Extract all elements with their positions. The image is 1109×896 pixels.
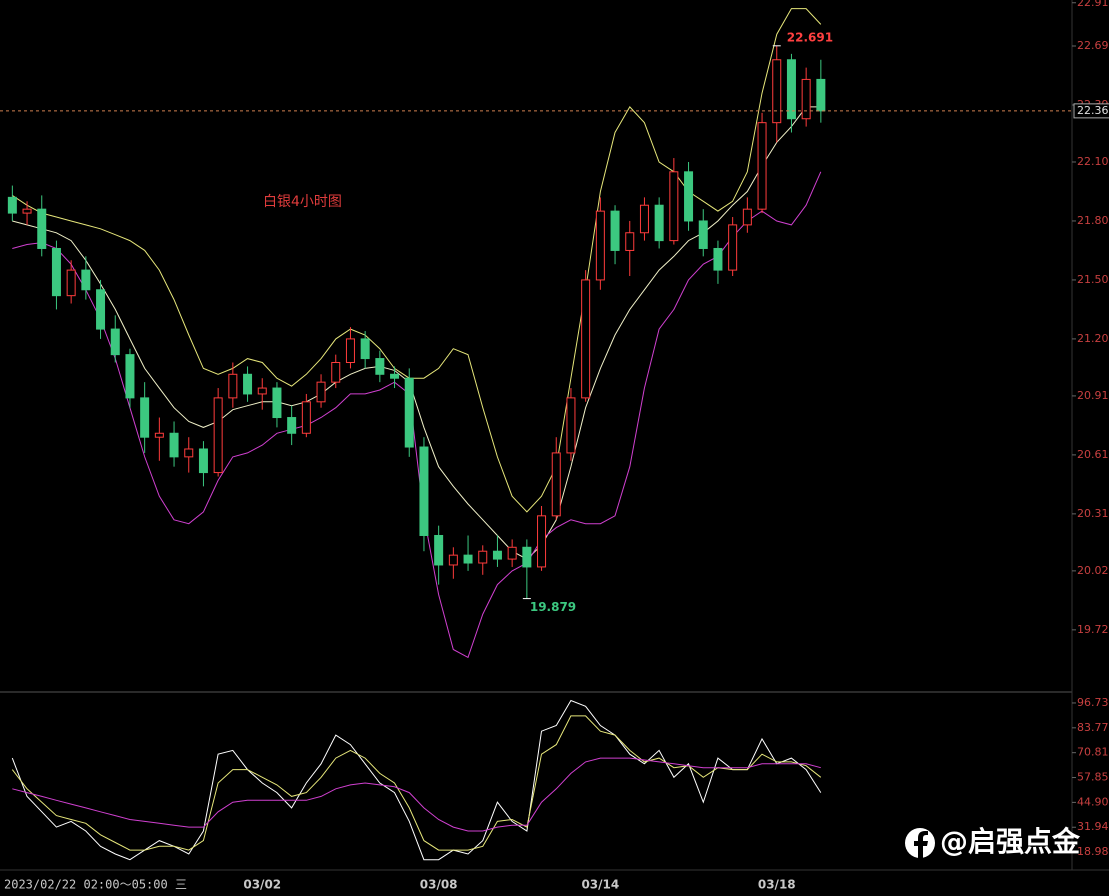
candle-body bbox=[728, 224, 738, 271]
candle-body bbox=[742, 208, 752, 226]
y-tick-label: 21.20 bbox=[1077, 332, 1109, 345]
candle-body bbox=[360, 338, 370, 360]
candle-body bbox=[537, 515, 547, 568]
candle-body bbox=[228, 373, 238, 399]
y-tick-label: 22.91 bbox=[1077, 0, 1109, 9]
chart-title: 白银4小时图 bbox=[263, 194, 342, 210]
candle-body bbox=[345, 338, 355, 363]
candle-body bbox=[154, 432, 164, 438]
candle-body bbox=[713, 247, 723, 271]
indicator-line bbox=[12, 171, 822, 659]
last-price-box bbox=[1073, 103, 1109, 119]
y-tick-label: 31.94 bbox=[1077, 820, 1109, 833]
candle-body bbox=[51, 247, 61, 297]
x-tick-label: 03/02 bbox=[243, 878, 281, 892]
candle-body bbox=[316, 381, 326, 403]
candle-body bbox=[595, 210, 605, 281]
y-tick-label: 20.61 bbox=[1077, 448, 1109, 461]
indicator-line bbox=[11, 715, 822, 851]
candle-body bbox=[390, 373, 400, 379]
candle-body bbox=[110, 328, 120, 356]
candle-body bbox=[125, 354, 135, 399]
candle-body bbox=[66, 269, 76, 297]
last-price-label: 22.36 bbox=[1077, 104, 1109, 117]
y-tick-label: 19.72 bbox=[1077, 623, 1109, 636]
candle-body bbox=[816, 78, 826, 112]
candle-body bbox=[684, 171, 694, 222]
candle-body bbox=[22, 208, 32, 214]
candle-body bbox=[184, 448, 194, 458]
candle-body bbox=[463, 554, 473, 564]
candle-body bbox=[213, 397, 223, 474]
candle-body bbox=[140, 397, 150, 438]
status-label: 2023/02/22 02:00～05:00 三 bbox=[4, 878, 187, 892]
y-tick-label: 57.85 bbox=[1077, 771, 1109, 784]
candle-body bbox=[375, 358, 385, 375]
candle-body bbox=[772, 59, 782, 124]
candle-body bbox=[331, 361, 341, 383]
y-tick-label: 20.02 bbox=[1077, 564, 1109, 577]
y-tick-label: 83.77 bbox=[1077, 721, 1109, 734]
candle-body bbox=[522, 546, 532, 568]
y-tick-label: 21.50 bbox=[1077, 273, 1109, 286]
candle-body bbox=[801, 78, 811, 120]
candle-body bbox=[198, 448, 208, 474]
indicator-line bbox=[11, 699, 822, 861]
candle-body bbox=[96, 289, 106, 330]
candle-body bbox=[243, 373, 253, 395]
y-tick-label: 70.81 bbox=[1077, 746, 1109, 759]
y-tick-label: 44.90 bbox=[1077, 795, 1109, 808]
candle-body bbox=[492, 550, 502, 560]
candle-body bbox=[272, 387, 282, 419]
candle-body bbox=[625, 232, 635, 251]
y-tick-label: 20.31 bbox=[1077, 507, 1109, 520]
candle-body bbox=[639, 204, 649, 234]
candle-body bbox=[698, 220, 708, 249]
candle-body bbox=[81, 269, 91, 291]
high-label: 22.691 bbox=[787, 30, 833, 44]
candle-body bbox=[404, 377, 414, 448]
candle-body bbox=[301, 401, 311, 434]
icon-glyph bbox=[914, 831, 928, 858]
candle-body bbox=[419, 446, 429, 536]
candle-body bbox=[169, 432, 179, 458]
candle-body bbox=[786, 59, 796, 120]
watermark: @启强点金 bbox=[940, 825, 1081, 858]
candle-body bbox=[448, 554, 458, 566]
indicator-line bbox=[12, 757, 821, 832]
x-tick-label: 03/14 bbox=[581, 878, 619, 892]
candle-body bbox=[610, 210, 620, 251]
y-tick-label: 18.98 bbox=[1077, 845, 1109, 858]
candle-body bbox=[434, 534, 444, 566]
x-tick-label: 03/18 bbox=[758, 878, 796, 892]
y-tick-label: 21.80 bbox=[1077, 214, 1109, 227]
candle-body bbox=[478, 550, 488, 564]
candle-body bbox=[257, 387, 267, 395]
x-tick-label: 03/08 bbox=[420, 878, 458, 892]
indicator-line bbox=[12, 106, 821, 560]
y-tick-label: 20.91 bbox=[1077, 389, 1109, 402]
candle-body bbox=[654, 204, 664, 242]
y-tick-label: 22.69 bbox=[1077, 39, 1109, 52]
indicator-line bbox=[12, 8, 822, 513]
candle-body bbox=[37, 208, 47, 249]
candle-body bbox=[757, 122, 767, 210]
candle-body bbox=[581, 279, 591, 399]
watermark-icon bbox=[905, 828, 935, 858]
candle-body bbox=[551, 452, 561, 517]
candle-body bbox=[507, 546, 517, 560]
low-label: 19.879 bbox=[530, 600, 576, 614]
y-tick-label: 22.10 bbox=[1077, 155, 1109, 168]
candle-body bbox=[669, 171, 679, 242]
candle-body bbox=[7, 196, 17, 214]
candle-body bbox=[566, 397, 576, 454]
candle-body bbox=[287, 417, 297, 434]
y-tick-label: 96.73 bbox=[1077, 696, 1109, 709]
